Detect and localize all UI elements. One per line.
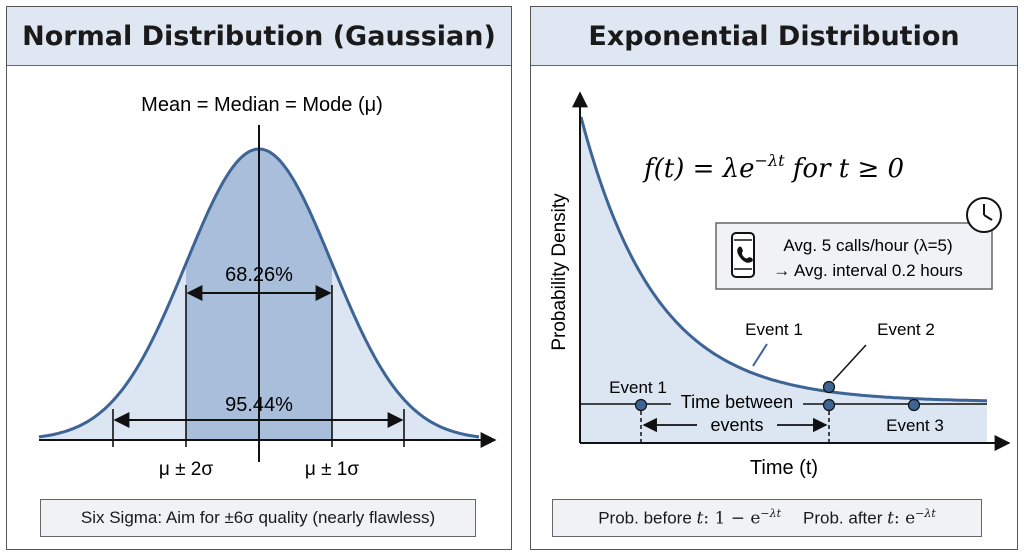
time-between-label: Time between xyxy=(681,392,793,412)
one-sigma-percent: 68.26% xyxy=(225,264,293,286)
info-line-1: Avg. 5 calls/hour (λ=5) xyxy=(783,236,952,255)
normal-panel-title: Normal Distribution (Gaussian) xyxy=(7,7,511,66)
events-bg xyxy=(697,415,777,435)
exponential-diagram: Probability Density Time (t) f(t) = λe−λ… xyxy=(549,91,1011,479)
two-sigma-percent: 95.44% xyxy=(225,394,293,416)
exponential-fill xyxy=(581,117,987,443)
exponential-curve xyxy=(579,116,987,403)
event-1-dot xyxy=(634,398,648,412)
event-1-curve-label: Event 1 xyxy=(745,320,803,339)
y-axis-label: Probability Density xyxy=(549,193,570,351)
exponential-panel-title: Exponential Distribution xyxy=(531,7,1017,66)
density-formula: f(t) = λe−λt for t ≥ 0 xyxy=(642,151,904,184)
center-label: Mean = Median = Mode (μ) xyxy=(141,94,383,116)
tick-two-sigma: μ ± 2σ xyxy=(159,459,213,480)
exponential-distribution-panel: Exponential Distribution Probability Den… xyxy=(530,6,1018,550)
time-between-bg xyxy=(671,390,803,412)
event-2-label: Event 2 xyxy=(877,320,935,339)
clock-icon xyxy=(966,197,1002,233)
event-3-dot xyxy=(907,398,921,412)
event-2-dot xyxy=(822,398,836,412)
x-axis-label: Time (t) xyxy=(750,457,818,479)
events-label: events xyxy=(710,415,763,435)
six-sigma-note: Six Sigma: Aim for ±6σ quality (nearly f… xyxy=(40,499,476,537)
event-2-pointer xyxy=(832,344,867,382)
prob-after: Prob. after t: e−λt xyxy=(803,507,936,529)
probability-note: Prob. before t: 1 − e−λt Prob. after t: … xyxy=(552,499,982,537)
event-1-pointer xyxy=(752,343,768,367)
normal-diagram: Mean = Median = Mode (μ) 68.26% 95.44% μ… xyxy=(38,94,497,480)
normal-distribution-panel: Normal Distribution (Gaussian) Mean = Me… xyxy=(6,6,512,550)
info-box xyxy=(715,222,993,290)
event-1-timeline-label: Event 1 xyxy=(609,378,667,397)
phone-icon xyxy=(731,232,755,278)
event-3-label: Event 3 xyxy=(886,416,944,435)
prob-before: Prob. before t: 1 − e−λt xyxy=(598,507,782,529)
tick-one-sigma: μ ± 1σ xyxy=(305,459,359,480)
event-2-curve-dot xyxy=(822,380,836,394)
info-line-2: → Avg. interval 0.2 hours xyxy=(773,261,963,280)
